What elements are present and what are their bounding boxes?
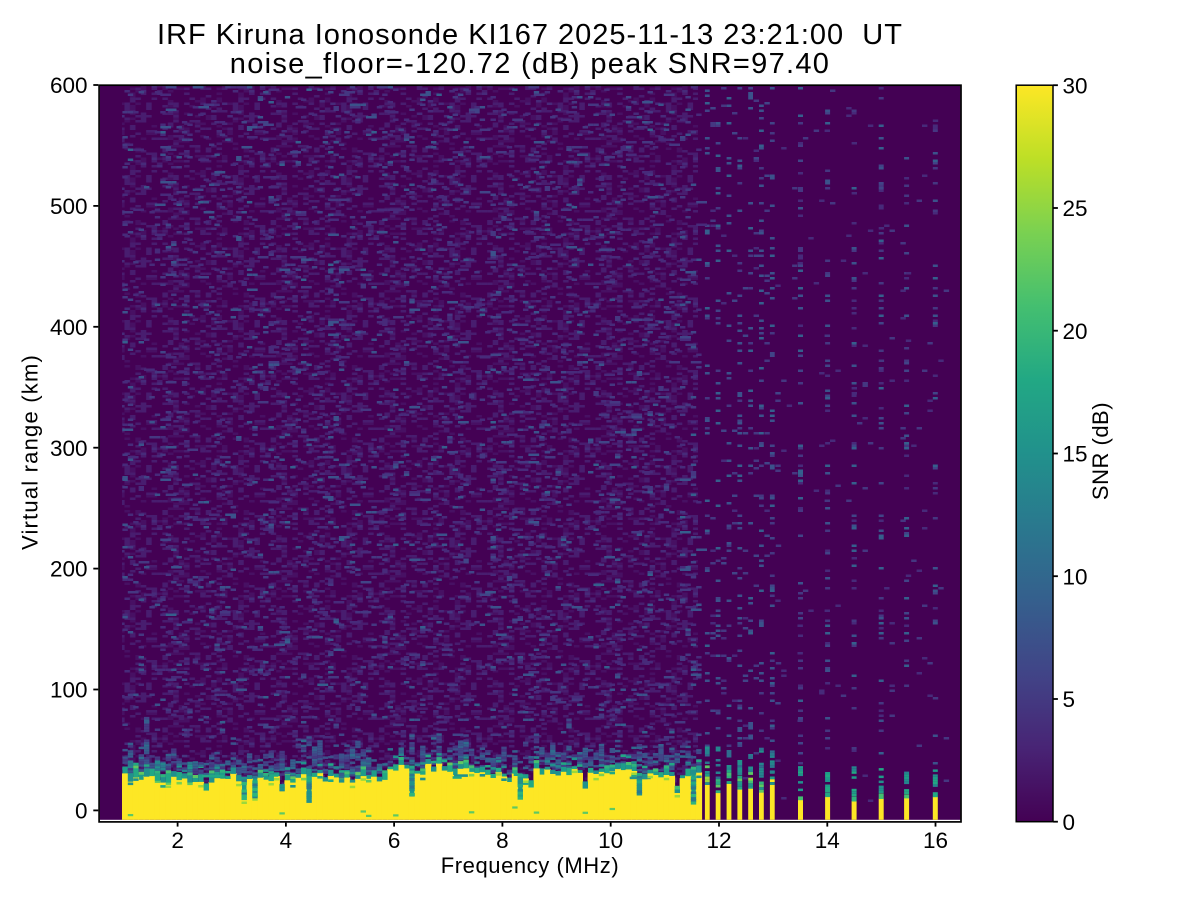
svg-text:10: 10 (1063, 564, 1088, 589)
svg-text:2: 2 (171, 828, 184, 853)
svg-text:Virtual range (km): Virtual range (km) (18, 354, 43, 550)
svg-text:30: 30 (1063, 73, 1088, 98)
svg-text:5: 5 (1063, 687, 1076, 712)
svg-text:15: 15 (1063, 442, 1088, 467)
svg-text:SNR (dB): SNR (dB) (1088, 402, 1113, 500)
svg-text:12: 12 (706, 828, 731, 853)
svg-text:100: 100 (50, 678, 88, 703)
svg-text:0: 0 (1063, 810, 1076, 835)
svg-text:0: 0 (75, 799, 88, 824)
svg-text:500: 500 (50, 194, 88, 219)
svg-text:Frequency (MHz): Frequency (MHz) (441, 853, 619, 878)
svg-text:400: 400 (50, 315, 88, 340)
svg-text:25: 25 (1063, 196, 1088, 221)
svg-text:IRF Kiruna Ionosonde KI167 202: IRF Kiruna Ionosonde KI167 2025-11-13 23… (157, 19, 903, 51)
svg-text:noise_floor=-120.72 (dB) peak: noise_floor=-120.72 (dB) peak SNR=97.40 (230, 48, 830, 80)
svg-text:14: 14 (815, 828, 840, 853)
svg-text:4: 4 (280, 828, 293, 853)
svg-text:10: 10 (598, 828, 623, 853)
svg-text:8: 8 (496, 828, 509, 853)
svg-text:600: 600 (50, 73, 88, 98)
svg-text:6: 6 (388, 828, 401, 853)
svg-text:16: 16 (923, 828, 948, 853)
svg-text:200: 200 (50, 557, 88, 582)
svg-text:300: 300 (50, 436, 88, 461)
svg-text:20: 20 (1063, 319, 1088, 344)
